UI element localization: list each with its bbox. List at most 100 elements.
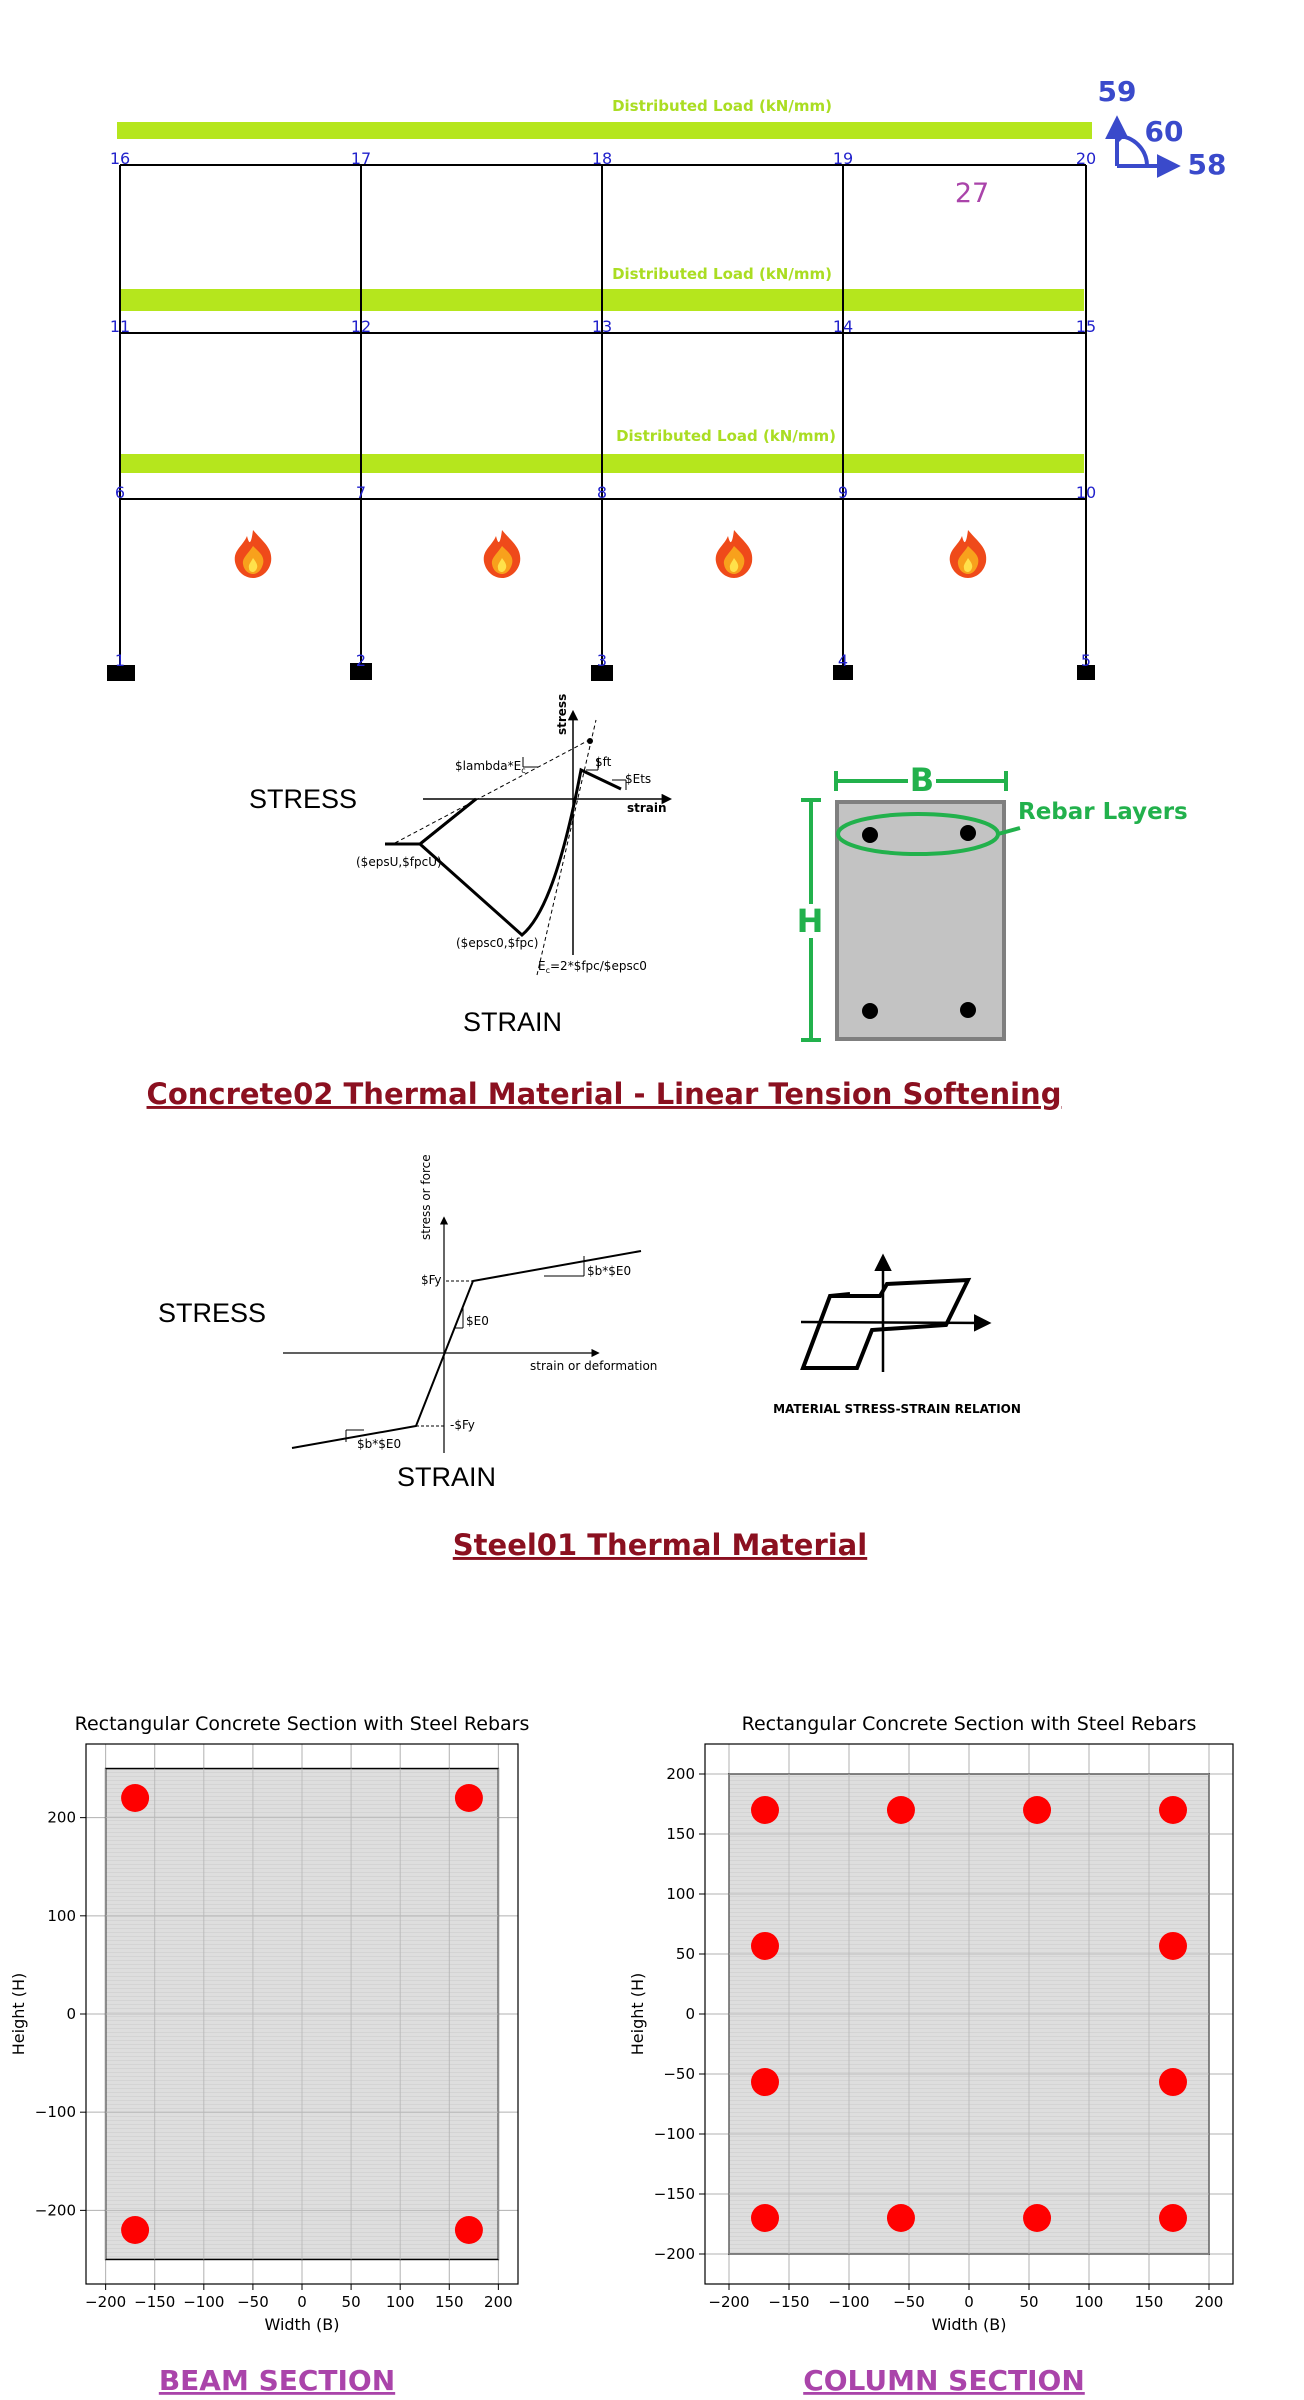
frame-diagram: Distributed Load (kN/mm) Distributed Loa… [107, 75, 1226, 681]
steel-stress-strain-curve [291, 1250, 642, 1449]
x-tick-label: 100 [386, 2293, 415, 2311]
x-tick-label: 200 [1195, 2293, 1224, 2311]
node-label: 13 [592, 317, 612, 336]
concrete-ec-label: Ec=2*$fpc/$epsc0 [538, 959, 647, 975]
node-label: 6 [115, 483, 125, 502]
rebar-point [121, 2216, 150, 2244]
y-tick-label: 150 [666, 1825, 695, 1843]
rebar-point [121, 1784, 150, 1812]
node-label: 15 [1076, 317, 1096, 336]
axis-y-label: 59 [1098, 75, 1137, 108]
material-relation-caption: MATERIAL STRESS-STRAIN RELATION [773, 1402, 1021, 1416]
x-tick-label: −150 [768, 2293, 809, 2311]
concrete-title: Concrete02 Thermal Material - Linear Ten… [147, 1077, 1062, 1111]
node-label: 2 [356, 651, 366, 670]
rebar-point [751, 2204, 779, 2232]
rebar-point [1023, 1796, 1052, 1824]
y-tick-label: −200 [35, 2201, 76, 2219]
concrete-axis-strain: strain [627, 801, 667, 815]
local-axes-icon: 59 60 58 [1098, 75, 1227, 181]
steel-title: Steel01 Thermal Material [453, 1528, 867, 1562]
load-label-level1: Distributed Load (kN/mm) [616, 427, 836, 445]
element-label: 27 [955, 178, 989, 209]
node-label: 16 [110, 149, 130, 168]
x-tick-label: 0 [297, 2293, 307, 2311]
y-tick-label: −100 [654, 2125, 695, 2143]
rebar-point [886, 1796, 915, 1824]
axis-rotation-label: 60 [1145, 115, 1184, 148]
steel-stress-label: STRESS [158, 1298, 266, 1328]
load-label-level2: Distributed Load (kN/mm) [612, 265, 832, 283]
x-tick-label: 150 [1135, 2293, 1164, 2311]
steel-fy-label: $Fy [421, 1273, 442, 1287]
y-tick-label: −100 [35, 2103, 76, 2121]
node-label: 10 [1076, 483, 1096, 502]
node-label: 20 [1076, 149, 1096, 168]
axis-x-label: 58 [1188, 148, 1227, 181]
rebar-point [1159, 2068, 1187, 2097]
steel-b-e0-label-top: $b*$E0 [587, 1264, 631, 1278]
concrete-lambda-label: $lambda*Ec [455, 759, 526, 775]
rebar-layers-label: Rebar Layers [1018, 799, 1188, 825]
y-tick-label: 200 [666, 1765, 695, 1783]
node-label: 18 [592, 149, 612, 168]
x-tick-label: −50 [237, 2293, 269, 2311]
fixed-supports [107, 663, 1095, 681]
concrete-epsc0-label: ($epsc0,$fpc) [456, 936, 538, 950]
fire-icon [483, 530, 521, 578]
y-tick-label: 0 [66, 2005, 76, 2023]
steel-diagram: STRESS STRAIN stress or force strain or … [158, 1154, 1021, 1562]
rebar-point [751, 2068, 779, 2097]
concrete-section-sketch: B H Rebar Layers [795, 761, 1188, 1042]
plot-title: Rectangular Concrete Section with Steel … [75, 1713, 530, 1735]
steel-axis-y: stress or force [419, 1154, 433, 1240]
node-label: 5 [1081, 651, 1091, 670]
fire-icon [234, 530, 272, 578]
y-axis-label: Height (H) [9, 1973, 28, 2056]
x-tick-label: −100 [828, 2293, 869, 2311]
x-tick-label: 100 [1075, 2293, 1104, 2311]
load-label-roof: Distributed Load (kN/mm) [612, 97, 832, 115]
y-tick-label: −50 [663, 2065, 695, 2083]
load-bar-roof [117, 122, 1092, 139]
rebar-point [1159, 1796, 1187, 1824]
concrete-stress-strain-curve [385, 767, 622, 937]
node-label: 17 [351, 149, 371, 168]
node-label: 19 [833, 149, 853, 168]
section-caption: COLUMN SECTION [803, 2364, 1085, 2397]
x-tick-label: 50 [1019, 2293, 1038, 2311]
concrete-strain-label: STRAIN [463, 1007, 562, 1037]
rebar-point [454, 2216, 483, 2244]
x-tick-label: 0 [964, 2293, 974, 2311]
y-tick-label: 50 [676, 1945, 695, 1963]
x-tick-label: −200 [708, 2293, 749, 2311]
x-tick-label: 50 [342, 2293, 361, 2311]
node-label: 14 [833, 317, 853, 336]
rebar-point [1159, 2204, 1187, 2232]
node-label: 3 [597, 651, 607, 670]
y-tick-label: 0 [685, 2005, 695, 2023]
y-tick-label: 100 [666, 1885, 695, 1903]
x-tick-label: −100 [183, 2293, 224, 2311]
y-tick-label: −200 [654, 2245, 695, 2263]
rebar-point [886, 2204, 915, 2232]
hysteresis-sketch [800, 1253, 992, 1372]
section-width-label: B [910, 761, 934, 799]
concrete-stress-label: STRESS [249, 784, 357, 814]
section-height-label: H [797, 902, 824, 940]
steel-e0-label: $E0 [466, 1314, 489, 1328]
steel-fy-neg-label: -$Fy [450, 1418, 475, 1432]
node-label: 8 [597, 483, 607, 502]
y-tick-label: 100 [47, 1907, 76, 1925]
beam-section-plot: −200 −150 −100 −50 0 50 100 150 200 −200 −100 0 100 2… [9, 1713, 529, 2397]
rebar-point [751, 1796, 779, 1824]
concrete-ets-label: $Ets [625, 772, 651, 786]
x-tick-label: −50 [893, 2293, 925, 2311]
node-label: 1 [115, 651, 125, 670]
frame-members [119, 164, 1087, 668]
x-axis-label: Width (B) [931, 2315, 1006, 2334]
node-label: 9 [838, 483, 848, 502]
column-section-plot: −200 −150 −100 −50 0 50 100 150 200 −200 −150 −100 −… [628, 1713, 1234, 2397]
